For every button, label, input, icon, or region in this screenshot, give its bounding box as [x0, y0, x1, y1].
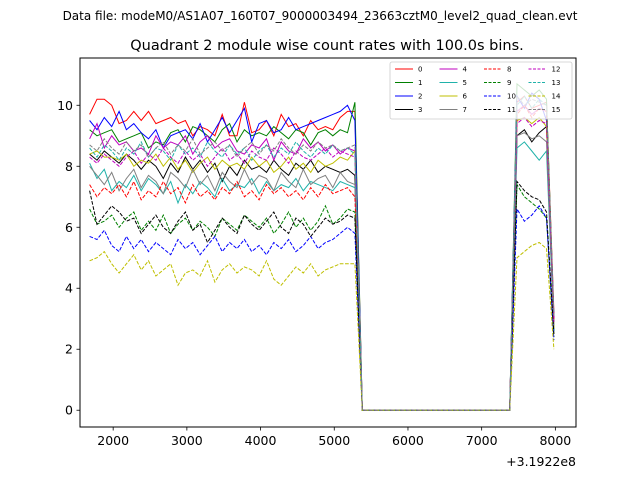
- series-line-7: [89, 132, 555, 411]
- series-line-15: [89, 94, 555, 411]
- legend-label-6: 6: [463, 93, 468, 101]
- series-line-6: [89, 116, 555, 411]
- x-tick-label: 3000: [171, 433, 203, 448]
- legend-label-11: 11: [507, 106, 516, 114]
- x-tick-label: 8000: [539, 433, 571, 448]
- x-tick-label: 2000: [97, 433, 129, 448]
- legend-label-13: 13: [552, 79, 561, 87]
- series-line-14: [89, 241, 555, 411]
- legend-label-0: 0: [418, 66, 422, 74]
- y-tick-label: 2: [65, 342, 73, 357]
- series-line-12: [89, 116, 555, 411]
- y-tick-label: 6: [65, 220, 73, 235]
- y-axis-ticks: 0 2 4 6 8 10: [57, 98, 80, 418]
- legend-label-2: 2: [418, 93, 422, 101]
- legend-label-10: 10: [507, 93, 516, 101]
- data-file-suptitle: Data file: modeM0/AS1A07_160T07_90000034…: [63, 9, 578, 23]
- legend-label-15: 15: [552, 106, 561, 114]
- legend-label-14: 14: [552, 93, 561, 101]
- legend-label-9: 9: [507, 79, 511, 87]
- legend-label-8: 8: [507, 66, 511, 74]
- series-line-1: [89, 82, 555, 411]
- legend-label-3: 3: [418, 106, 422, 114]
- series-line-11: [89, 180, 555, 411]
- chart-title: Quadrant 2 module wise count rates with …: [130, 38, 524, 54]
- y-tick-label: 4: [65, 281, 73, 296]
- x-axis-offset-label: +3.1922e8: [506, 454, 576, 469]
- legend-label-1: 1: [418, 79, 422, 87]
- series-line-13: [89, 95, 555, 411]
- y-tick-label: 0: [65, 403, 73, 418]
- series-line-10: [89, 205, 555, 411]
- series-line-5: [89, 141, 555, 411]
- legend-box: [389, 61, 573, 120]
- legend-label-5: 5: [463, 79, 467, 87]
- x-tick-label: 7000: [466, 433, 498, 448]
- series-line-9: [89, 182, 555, 411]
- plot-lines: [89, 82, 555, 411]
- legend-label-12: 12: [552, 66, 561, 74]
- x-tick-label: 4000: [245, 433, 277, 448]
- axes-frame: [79, 57, 577, 428]
- x-axis-ticks: 2000 3000 4000 5000 6000 7000 8000: [97, 427, 571, 448]
- legend-label-4: 4: [463, 66, 468, 74]
- series-line-3: [89, 125, 555, 411]
- x-tick-label: 5000: [318, 433, 350, 448]
- legend-label-7: 7: [463, 106, 467, 114]
- y-tick-label: 10: [57, 98, 73, 113]
- x-tick-label: 6000: [392, 433, 424, 448]
- y-tick-label: 8: [65, 159, 73, 174]
